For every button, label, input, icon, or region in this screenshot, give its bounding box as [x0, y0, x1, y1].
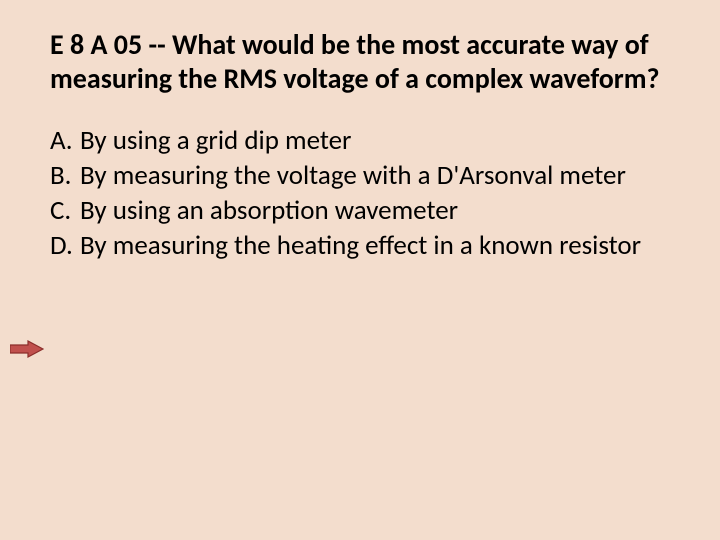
option-a: A. By using a grid dip meter	[50, 124, 678, 158]
option-marker: B.	[50, 159, 78, 193]
answer-arrow-icon	[10, 339, 44, 361]
option-d: D. By measuring the heating effect in a …	[50, 229, 678, 263]
arrow-polygon	[10, 341, 43, 357]
option-b: B. By measuring the voltage with a D'Ars…	[50, 159, 678, 193]
option-text: By using an absorption wavemeter	[78, 194, 678, 228]
option-text: By using a grid dip meter	[78, 124, 678, 158]
options-list: A. By using a grid dip meter B. By measu…	[42, 124, 678, 262]
option-text: By measuring the heating effect in a kno…	[78, 229, 678, 263]
option-marker: A.	[50, 124, 78, 158]
option-c: C. By using an absorption wavemeter	[50, 194, 678, 228]
option-marker: C.	[50, 194, 78, 228]
question-text: E 8 A 05 -- What would be the most accur…	[42, 28, 678, 96]
option-marker: D.	[50, 229, 78, 263]
option-text: By measuring the voltage with a D'Arsonv…	[78, 159, 678, 193]
